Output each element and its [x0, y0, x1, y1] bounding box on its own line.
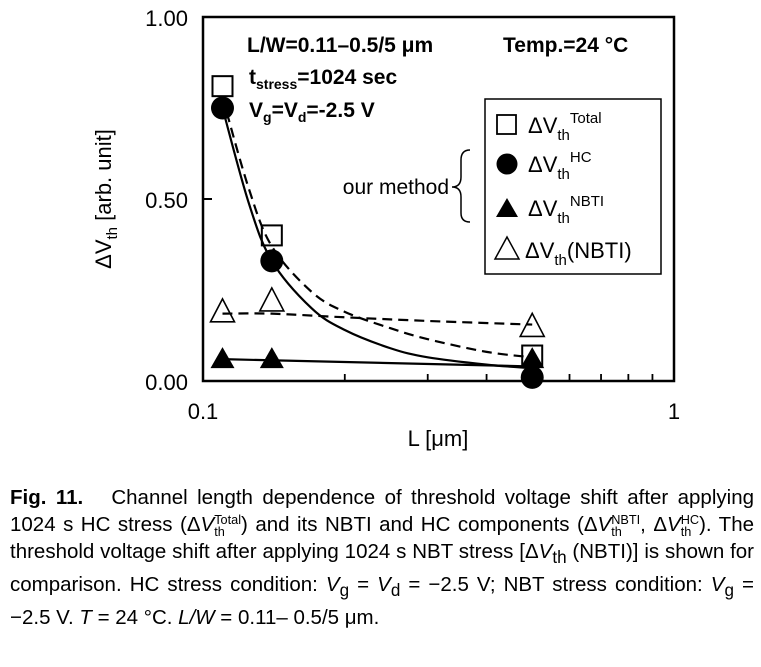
- temperature-annotation: Temp.=24 °C: [503, 34, 628, 57]
- point-nbt-stress: [258, 286, 286, 312]
- caption-text: ) and its NBTI and HC components (: [241, 513, 584, 536]
- chart: 1.00 0.50 0.00 0.1 1 L [μm] ΔVth [arb. u…: [91, 6, 680, 451]
- y-tick-label: 1.00: [145, 6, 188, 31]
- data-markers: [209, 75, 546, 389]
- caption-text: = 0.11– 0.5/5 μm.: [214, 606, 380, 630]
- svg-text:ΔVth [arb. unit]: ΔVth [arb. unit]: [91, 129, 121, 269]
- bracket-label: our method: [343, 176, 449, 199]
- point-total: [211, 75, 234, 98]
- y-tick-label: 0.50: [145, 188, 188, 213]
- x-tick-label: 1: [668, 399, 680, 424]
- point-hc: [260, 249, 284, 273]
- legend-open-triangle-icon: [493, 235, 521, 260]
- caption-text: Channel length dependence of threshold v…: [10, 486, 754, 536]
- fit-line-solid: [221, 107, 533, 370]
- geometry-annotation: L/W=0.11–0.5/5 μm: [247, 34, 433, 57]
- point-total: [260, 224, 283, 247]
- point-nbt-stress: [209, 297, 236, 323]
- caption-text: (NBTI)] is shown for comparison. HC stre…: [10, 540, 755, 597]
- legend: ΔVthTotal ΔVthHC ΔVthNBTI ΔVth(NBTI): [484, 98, 662, 275]
- legend-filled-circle-icon: [496, 153, 518, 175]
- stress-time-annotation: tstress=1024 sec: [249, 66, 397, 92]
- caption-text: ). The threshold voltage shift after app…: [10, 513, 754, 564]
- y-tick-label: 0.00: [145, 370, 188, 395]
- y-axis-label: ΔVth [arb. unit]: [91, 129, 121, 269]
- bias-annotation: Vg=Vd=-2.5 V: [249, 99, 375, 125]
- x-axis-label: L [μm]: [408, 426, 469, 451]
- fit-line-dashed: [222, 312, 533, 326]
- point-nbti: [210, 347, 235, 369]
- point-nbti: [520, 347, 545, 369]
- point-nbt-stress: [518, 311, 546, 338]
- point-hc: [210, 96, 234, 120]
- figure-caption: Fig. 11. Channel length dependence of th…: [10, 486, 755, 630]
- legend-filled-triangle-icon: [496, 198, 518, 217]
- x-minor-ticks: [343, 374, 654, 381]
- figure-number: Fig. 11.: [10, 486, 84, 509]
- fit-line-dashed: [221, 96, 533, 359]
- x-tick-label: 0.1: [188, 399, 219, 424]
- point-nbti: [259, 347, 284, 369]
- legend-open-square-icon: [496, 114, 517, 135]
- caption-text: = −2.5 V.: [10, 573, 755, 630]
- caption-text: = 24 °C.: [91, 606, 179, 630]
- caption-text: = −2.5 V; NBT stress condition:: [400, 573, 711, 597]
- curly-bracket: [451, 149, 471, 223]
